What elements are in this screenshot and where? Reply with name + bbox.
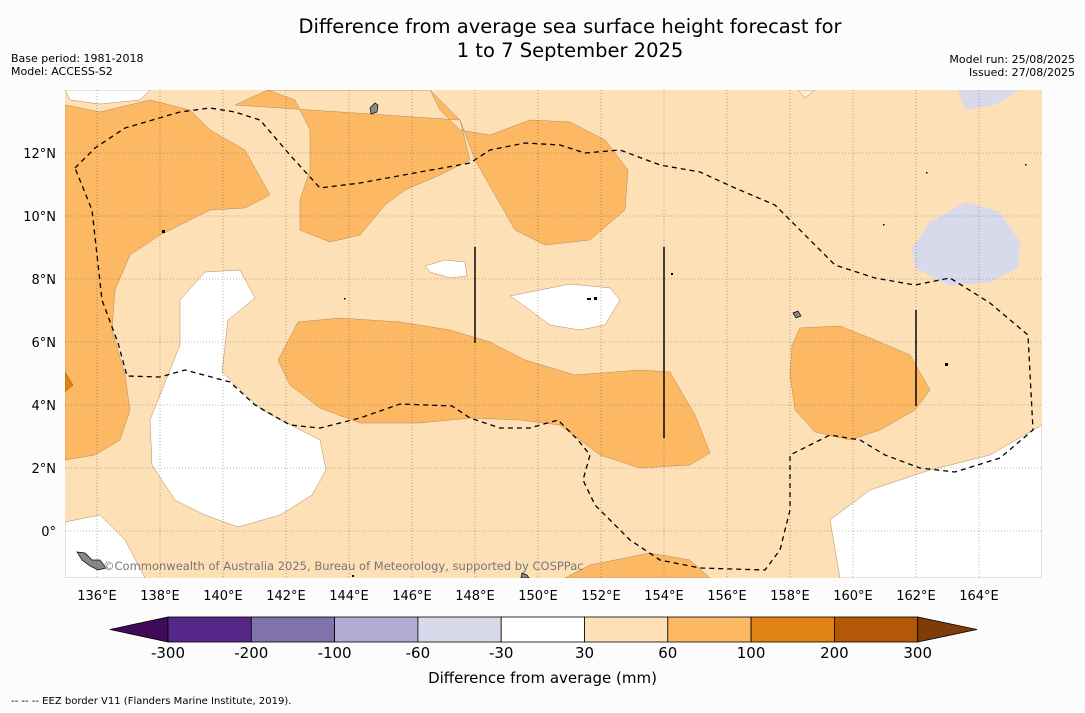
colorbar-segment	[750, 616, 835, 643]
neutral-zone	[65, 90, 151, 105]
y-tick-label: 0°	[41, 525, 56, 540]
colorbar-segment	[500, 616, 585, 643]
x-tick-label: 160°E	[833, 589, 873, 604]
gridlines	[65, 90, 1042, 578]
x-tick-label: 158°E	[770, 589, 810, 604]
x-tick-label: 154°E	[644, 589, 684, 604]
model-run-text: Model run: 25/08/2025	[949, 53, 1075, 66]
y-tick-label: 4°N	[32, 399, 57, 414]
anomaly-60-100	[234, 90, 629, 246]
x-tick-label: 156°E	[707, 589, 747, 604]
island	[792, 310, 802, 319]
colorbar: -300 -200 -100 -60 -30 30 60 100 200 300	[109, 616, 978, 662]
x-tick-label: 152°E	[581, 589, 621, 604]
anomaly-negative	[912, 202, 1020, 286]
colorbar-tick-label: 200	[820, 644, 849, 662]
colorbar-tick-label: -30	[489, 644, 514, 662]
copyright-credit: ©Commonwealth of Australia 2025, Bureau …	[103, 559, 584, 573]
y-tick-label: 10°N	[23, 210, 56, 225]
colorbar-extend-high	[917, 616, 978, 643]
issued-text: Issued: 27/08/2025	[968, 66, 1075, 79]
colorbar-segment	[667, 616, 752, 643]
title-line-2: 1 to 7 September 2025	[456, 39, 684, 62]
y-tick-label: 2°N	[32, 462, 57, 477]
colorbar-segment	[417, 616, 502, 643]
colorbar-tick-label: 300	[903, 644, 932, 662]
anomaly-100-200	[65, 371, 74, 393]
colorbar-segment	[167, 616, 252, 643]
x-tick-label: 164°E	[959, 589, 999, 604]
y-tick-label: 12°N	[23, 147, 56, 162]
island-dots	[162, 164, 1027, 577]
anomaly-light	[797, 90, 816, 99]
x-axis: 136°E 138°E 140°E 142°E 144°E 146°E 148°E 150°E…	[77, 589, 999, 604]
anomaly-60-100	[65, 99, 271, 461]
x-tick-label: 146°E	[392, 589, 432, 604]
colorbar-segment	[250, 616, 336, 643]
colorbar-tick-label: -60	[406, 644, 431, 662]
x-tick-label: 144°E	[329, 589, 369, 604]
colorbar-tick-label: 100	[737, 644, 766, 662]
meta-right: Model run: 25/08/2025 Issued: 27/08/2025	[949, 53, 1075, 79]
x-tick-label: 162°E	[896, 589, 936, 604]
anomaly-60-100	[277, 317, 711, 469]
colorbar-title: Difference from average (mm)	[428, 669, 657, 687]
colorbar-segment	[834, 616, 919, 643]
colorbar-segment	[334, 616, 419, 643]
colorbar-tick-label: 60	[658, 644, 677, 662]
colorbar-segment	[584, 616, 669, 643]
anomaly-negative	[958, 90, 1020, 110]
anomaly-60-100	[564, 552, 711, 578]
colorbar-tick-label: -200	[234, 644, 268, 662]
colorbar-tick-label: 30	[575, 644, 594, 662]
neutral-zone	[149, 269, 327, 528]
anomaly-contours	[65, 90, 1042, 578]
x-tick-label: 138°E	[140, 589, 180, 604]
y-tick-label: 6°N	[32, 336, 57, 351]
x-tick-label: 148°E	[455, 589, 495, 604]
colorbar-tick-label: -300	[151, 644, 185, 662]
colorbar-extend-low	[109, 616, 169, 643]
y-axis: 0° 2°N 4°N 6°N 8°N 10°N 12°N	[23, 147, 56, 540]
eez-border	[74, 107, 1034, 571]
neutral-zone	[424, 259, 468, 279]
base-period-text: Base period: 1981-2018	[11, 52, 144, 65]
x-tick-label: 140°E	[203, 589, 243, 604]
island	[76, 551, 107, 571]
title-line-1: Difference from average sea surface heig…	[298, 15, 842, 38]
island	[520, 572, 530, 578]
neutral-zone	[829, 424, 1042, 578]
eez-legend-footnote: -- -- -- EEZ border V11 (Flanders Marine…	[11, 696, 292, 707]
model-text: Model: ACCESS-S2	[11, 65, 113, 78]
x-tick-label: 142°E	[266, 589, 306, 604]
y-tick-label: 8°N	[32, 273, 57, 288]
x-tick-label: 150°E	[518, 589, 558, 604]
x-tick-label: 136°E	[77, 589, 117, 604]
island	[369, 102, 379, 115]
colorbar-tick-label: -100	[318, 644, 352, 662]
map-title: Difference from average sea surface heig…	[0, 15, 1085, 63]
neutral-zone	[509, 283, 621, 331]
meta-left: Base period: 1981-2018 Model: ACCESS-S2	[11, 52, 143, 78]
